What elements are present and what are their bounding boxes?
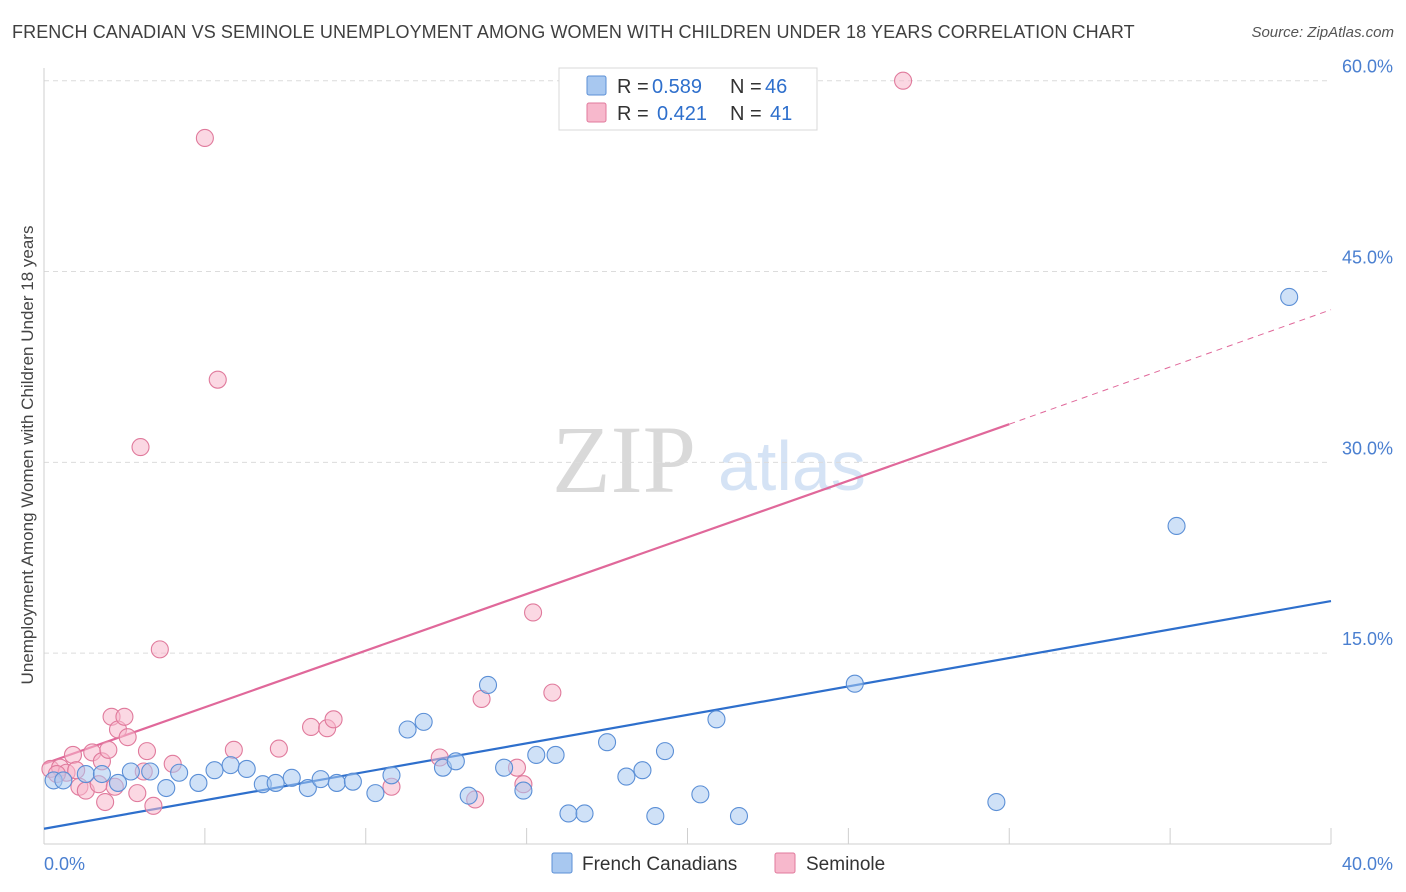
- french-canadians-point-7: [157, 778, 176, 798]
- french-canadians-point-2: [76, 764, 95, 784]
- french-canadians-point-4: [108, 773, 128, 792]
- seminole-point-14: [115, 707, 134, 726]
- french-canadians-point-36: [633, 761, 652, 780]
- y-tick-label-30: 30.0%: [1342, 438, 1393, 458]
- french-canadians-point-26: [459, 786, 478, 805]
- french-canadians-point-9: [189, 773, 208, 792]
- french-canadians-point-43: [987, 792, 1006, 812]
- legend-blue-swatch: [586, 75, 607, 96]
- seminole-point-26: [302, 717, 321, 737]
- french-canadians-point-14: [266, 773, 285, 792]
- french-canadians-point-31: [546, 745, 565, 765]
- french-canadians-point-33: [575, 804, 594, 823]
- french-canadians-point-27: [478, 675, 498, 695]
- seminole-point-34: [524, 603, 543, 622]
- seminole-point-28: [324, 710, 343, 729]
- seminole-point-25: [269, 739, 288, 758]
- french-canadians-point-41: [729, 806, 749, 826]
- legend-pink-swatch: [586, 102, 607, 123]
- legend-n-value-1: 46: [765, 76, 787, 98]
- seminole-point-18: [144, 796, 163, 815]
- tick-labels: 15.0% 30.0% 45.0% 60.0% 0.0% 40.0%: [44, 57, 1393, 874]
- french-canadians-point-39: [691, 785, 710, 804]
- y-tick-label-60: 60.0%: [1342, 57, 1393, 77]
- french-canadians-point-29: [514, 781, 533, 800]
- seminole-point-22: [208, 370, 227, 389]
- french-canadians-point-30: [527, 745, 546, 765]
- series-legend: French Canadians Seminole: [551, 852, 885, 875]
- watermark-zip: ZIP: [552, 406, 696, 513]
- french-canadians-point-42: [845, 674, 864, 693]
- source-label: Source: ZipAtlas.com: [1251, 24, 1394, 41]
- french-canadians-point-15: [282, 768, 301, 787]
- french-canadians-point-37: [646, 806, 665, 826]
- seminole-point-9: [96, 792, 115, 812]
- french-canadians-point-20: [366, 784, 385, 803]
- french-canadians-point-44: [1167, 516, 1186, 536]
- seminole-point-10: [99, 740, 118, 759]
- french-canadians-point-8: [170, 763, 189, 782]
- x-tick-label-max: 40.0%: [1342, 854, 1393, 874]
- chart-title: FRENCH CANADIAN VS SEMINOLE UNEMPLOYMENT…: [12, 22, 1135, 42]
- french-canadians-point-5: [121, 762, 140, 781]
- french-canadians-point-38: [655, 742, 675, 761]
- y-tick-label-45: 45.0%: [1342, 248, 1393, 268]
- french-canadians-point-10: [205, 761, 224, 780]
- french-canadians-point-16: [298, 778, 317, 798]
- french-canadians-point-11: [221, 756, 240, 775]
- trendline-seminole-2: [1009, 309, 1332, 425]
- french-canadians-point-40: [707, 710, 726, 729]
- french-canadians-point-28: [495, 758, 514, 777]
- legend-r-value-2: 0.421: [657, 103, 707, 125]
- seminole-point-21: [195, 128, 214, 148]
- bottom-legend-seminole: Seminole: [806, 854, 885, 875]
- legend-r-label-1: R =: [617, 76, 649, 98]
- french-canadians-point-18: [327, 773, 346, 792]
- french-canadians-point-45: [1280, 287, 1299, 307]
- bottom-legend-french-canadians: French Canadians: [582, 854, 737, 875]
- watermark-atlas: atlas: [718, 427, 866, 505]
- x-tick-label-min: 0.0%: [44, 854, 85, 874]
- french-canadians-point-6: [141, 762, 160, 781]
- grid-lines: [44, 80, 1331, 654]
- data-points: [41, 71, 1299, 826]
- french-canadians-point-32: [559, 804, 578, 823]
- seminole-point-39: [128, 784, 147, 803]
- legend-r-value-1: 0.589: [652, 76, 702, 98]
- trendline-seminole-1: [43, 423, 1010, 765]
- legend-n-value-2: 41: [770, 103, 792, 125]
- french-canadians-point-3: [92, 764, 111, 784]
- seminole-point-15: [118, 728, 137, 747]
- y-tick-label-15: 15.0%: [1342, 629, 1393, 649]
- french-canadians-point-34: [598, 733, 617, 752]
- french-canadians-point-23: [414, 712, 433, 731]
- seminole-point-24: [224, 740, 243, 759]
- seminole-point-3: [63, 745, 83, 765]
- french-canadians-point-22: [398, 720, 417, 739]
- french-canadians-point-25: [446, 752, 465, 771]
- seminole-point-19: [150, 640, 169, 659]
- french-canadians-point-19: [343, 772, 362, 791]
- french-canadians-point-12: [237, 759, 256, 778]
- french-canadians-point-21: [382, 766, 401, 785]
- french-canadians-point-35: [617, 767, 636, 786]
- french-canadians-point-17: [311, 770, 330, 789]
- bottom-legend-pink-swatch: [774, 852, 796, 874]
- legend-n-label-2: N =: [730, 103, 762, 125]
- legend-n-label-1: N =: [730, 76, 762, 98]
- seminole-point-35: [543, 683, 562, 702]
- seminole-point-23: [131, 438, 150, 457]
- axes: [43, 68, 1332, 845]
- correlation-legend: R = 0.589 N = 46 R = 0.421 N = 41: [558, 67, 818, 131]
- seminole-point-36: [894, 71, 913, 90]
- legend-r-label-2: R =: [617, 103, 649, 125]
- french-canadians-point-1: [54, 771, 73, 790]
- seminole-point-17: [137, 742, 157, 761]
- trendline-french-canadians-0: [43, 599, 1332, 830]
- bottom-legend-blue-swatch: [551, 852, 573, 874]
